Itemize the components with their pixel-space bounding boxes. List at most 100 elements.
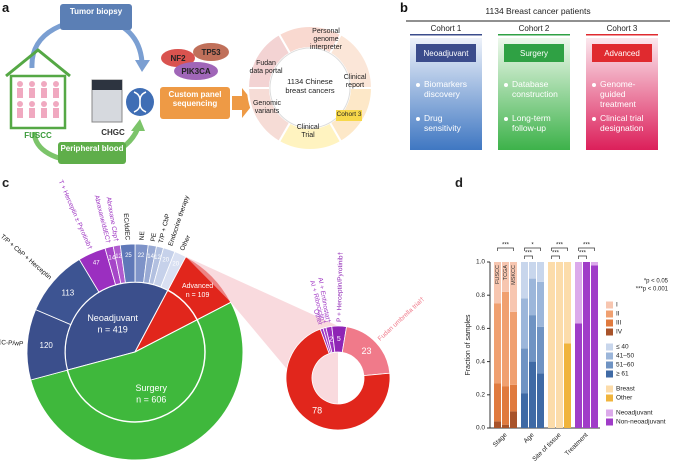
sequencer-top [92,80,122,90]
house-wall [9,74,67,130]
segment-label: P + Herceptin/Pyrotinib† [336,251,345,322]
legend-label: 41–50 [616,353,634,360]
panel-label: a [2,0,10,15]
significance-mark: *** [502,243,510,249]
legend-swatch [606,328,613,336]
panel-label: c [2,175,10,190]
cohort-type: Surgery [519,49,548,58]
gene-label: PIK3CA [181,67,211,76]
bar-segment [494,383,501,422]
significance-bracket [524,255,533,259]
significance-legend: ***p < 0.001 [636,287,669,293]
segment-value: 12 [154,255,161,261]
bullet [592,117,596,121]
inner-label: Advanced [182,283,213,290]
significance-bracket [551,247,568,251]
outer-segment [160,251,187,291]
legend-label: Breast [616,386,635,393]
segment-value: 113 [61,289,74,298]
segment-value: 22 [138,253,145,259]
cohort-item: Biomarkers discovery [424,79,467,99]
cohort-type-box [504,44,564,62]
cohort-item: Long-term follow-up [512,113,551,133]
segment-label: T + Herceptin ± Pyrotinib† [57,179,94,251]
bar-segment [537,262,544,282]
cycle-node: Clinical Trial [296,124,320,140]
significance-bracket [524,247,541,251]
bar-segment [521,393,528,428]
cohort-title: 1134 Breast cancer patients [485,6,591,16]
bar-segment [575,262,582,324]
significance-mark: *** [579,251,587,257]
legend-label: ≥ 61 [616,371,629,378]
cycle-node: Fudan data portal [249,60,283,76]
legend-swatch [606,385,613,393]
legend-label: Other [616,395,633,402]
inner-value-label: n = 419 [97,324,127,334]
bar-segment [510,262,517,312]
legend-swatch [606,370,613,378]
gene-blob [193,43,229,61]
y-tick-label: 0.6 [476,325,485,332]
bar-segment [537,326,544,374]
bullet [592,83,596,87]
cohort-item: Drug sensitivity [424,113,461,133]
y-tick-label: 0.2 [476,392,485,399]
significance-mark: *** [556,243,564,249]
cohort-item: Genome-guided treatment [600,79,636,109]
legend-swatch [606,301,613,309]
bar-segment [548,262,555,428]
segment-label: T/P + CbP + Herceptin [0,233,53,281]
inner-segment [30,301,244,461]
legend-swatch [606,394,613,402]
inner-value-label: n = 606 [136,395,166,405]
significance-mark: *** [525,251,533,257]
y-tick-label: 0.0 [476,425,485,432]
gene-label: NF2 [170,54,186,63]
bullet [504,83,508,87]
legend-label: III [616,320,622,327]
significance-bracket [578,247,595,251]
bar-segment [510,311,517,385]
biopsy-box [60,4,132,30]
legend-swatch [606,418,613,426]
bar-segment [494,303,501,384]
donut-segment [285,328,391,431]
bar-segment [510,384,517,412]
cohort-tag [336,110,362,121]
y-tick-label: 0.4 [476,358,485,365]
bar-segment [502,262,509,292]
segment-value: 5 [337,336,341,343]
legend-swatch [606,310,613,318]
x-group-label: Stage [492,431,509,448]
bar-segment [529,361,536,428]
cohort-name: Cohort 1 [430,24,462,33]
y-tick-label: 0.8 [476,292,485,299]
bar-segment [494,262,501,304]
inner-label: Surgery [136,383,168,393]
bar-segment [521,298,528,349]
cohort-type-box [416,44,476,62]
cohort-item: Database construction [512,79,558,99]
legend-label: I [616,302,618,309]
cohort-type-box [592,44,652,62]
cohort-type: Neoadjuvant [423,49,469,58]
inner-label: Neoadjuvant [87,313,138,323]
significance-mark: *** [583,243,591,249]
legend-swatch [606,352,613,360]
bar-segment [502,424,509,428]
bar-segment [537,373,544,428]
biopsy-text: Tumor biopsy [69,7,123,16]
bar-segment [502,291,509,387]
cycle-node: Personal genome interpreter [310,28,342,52]
legend-swatch [606,409,613,417]
y-tick-label: 1.0 [476,259,485,266]
bar-segment [502,386,509,425]
cohort-label: MSKCC [511,265,517,285]
segment-label: Other [179,233,193,251]
cohort-name: Cohort 2 [518,24,550,33]
segment-value: 25 [125,253,132,259]
bar-segment [521,262,528,299]
dna-helix [133,91,147,113]
